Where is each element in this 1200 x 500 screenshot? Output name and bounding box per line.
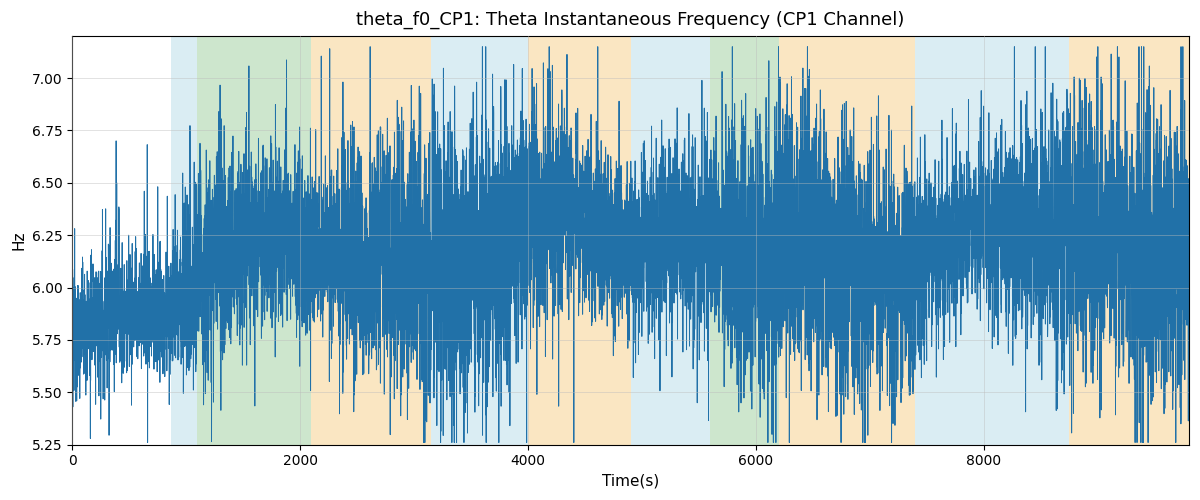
Bar [172,36,198,445]
X-axis label: Time(s): Time(s) [602,474,659,489]
Title: theta_f0_CP1: Theta Instantaneous Frequency (CP1 Channel): theta_f0_CP1: Theta Instantaneous Freque… [356,11,905,30]
Bar [1069,36,1189,445]
Bar [312,36,431,445]
Bar [710,36,779,445]
Bar [630,36,694,445]
Bar [779,36,916,445]
Bar [431,36,482,445]
Bar [198,36,312,445]
Bar [694,36,710,445]
Y-axis label: Hz: Hz [11,230,26,250]
Bar [944,36,1069,445]
Bar [482,36,528,445]
Bar [916,36,944,445]
Bar [528,36,630,445]
